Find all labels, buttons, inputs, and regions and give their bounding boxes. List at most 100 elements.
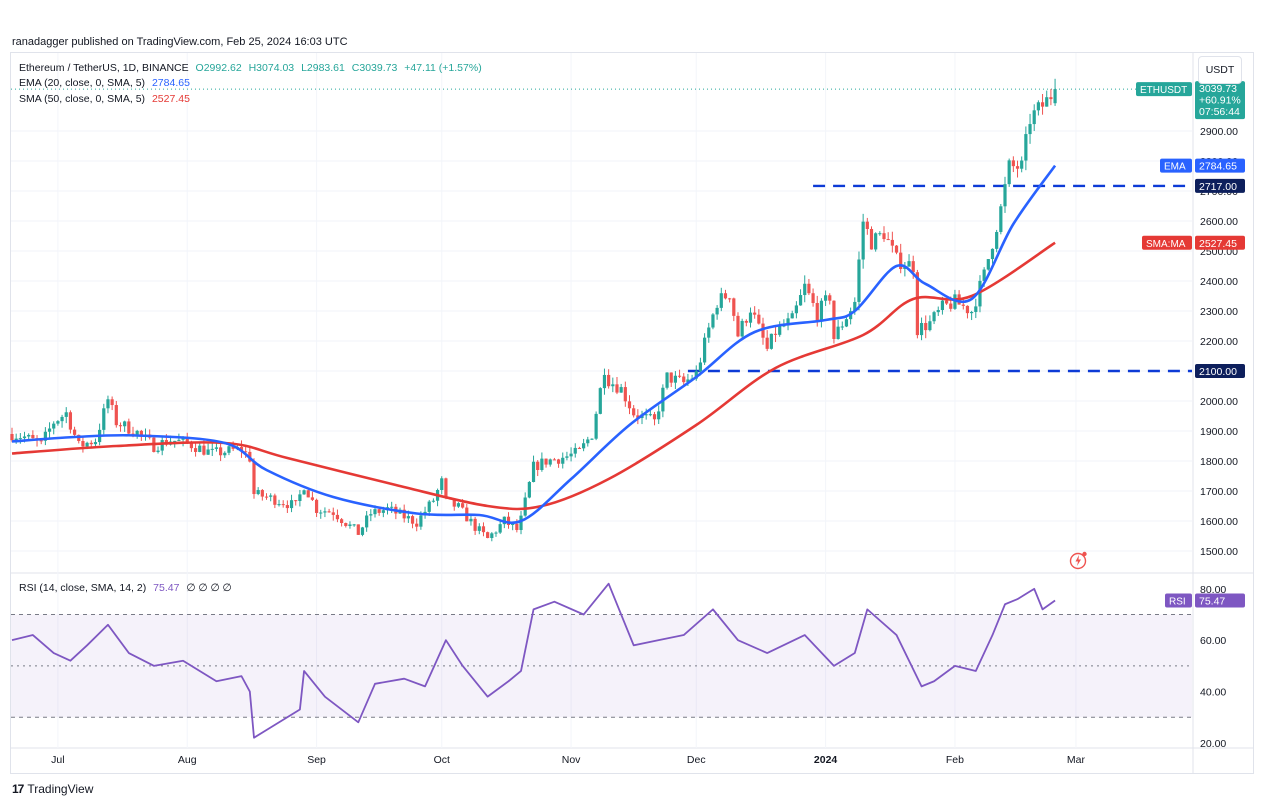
- legend-rsi[interactable]: RSI (14, close, SMA, 14, 2) 75.47 ∅ ∅ ∅ …: [19, 582, 236, 594]
- legend-ema-label: EMA (20, close, 0, SMA, 5): [19, 77, 146, 89]
- legend-change: +47.11 (+1.57%): [404, 62, 482, 74]
- ema-price-tag-box: [1195, 158, 1245, 173]
- candle-body: [828, 295, 832, 301]
- candle-body: [273, 495, 277, 505]
- legend-close: C3039.73: [351, 62, 398, 74]
- candle-body: [85, 442, 89, 447]
- time-tick-label: Nov: [562, 754, 581, 766]
- candle-body: [314, 499, 319, 513]
- candle-body: [239, 446, 244, 452]
- candle-body: [473, 518, 477, 531]
- support-price-tag-box: [1195, 364, 1245, 378]
- candle-body: [961, 304, 965, 306]
- candle-body: [52, 423, 56, 429]
- candle-body: [365, 515, 369, 528]
- candle-body: [552, 459, 556, 461]
- rsi-tick-label: 40.00: [1200, 687, 1226, 699]
- candle-body: [886, 239, 890, 241]
- candle-body: [874, 233, 878, 250]
- candle-body: [657, 411, 661, 420]
- candle-body: [915, 272, 919, 336]
- currency-button[interactable]: USDT: [1198, 56, 1242, 84]
- ema-tag-label: EMA: [1164, 162, 1186, 173]
- legend-ohlc: Ethereum / TetherUS, 1D, BINANCE O2992.6…: [19, 62, 486, 74]
- candle-body: [736, 315, 740, 337]
- price-tick-label: 1500.00: [1200, 546, 1238, 558]
- legend-sma-label: SMA (50, close, 0, SMA, 5): [19, 93, 146, 105]
- candle-body: [861, 221, 865, 260]
- candle-body: [277, 504, 281, 506]
- candle-body: [819, 300, 824, 322]
- candle-body: [949, 303, 953, 309]
- sma-price-tag[interactable]: 2527.45: [1195, 235, 1245, 250]
- candle-body: [340, 519, 344, 524]
- candle-body: [294, 500, 298, 502]
- candle-body: [995, 231, 999, 249]
- candle-body: [206, 449, 210, 455]
- candle-body: [540, 458, 544, 470]
- candle-body: [118, 425, 123, 427]
- candle-body: [569, 453, 573, 457]
- candle-body: [114, 405, 118, 426]
- candle-body: [702, 337, 707, 363]
- rsi-price-tag[interactable]: 75.47: [1195, 593, 1245, 608]
- price-tick-label: 1600.00: [1200, 516, 1238, 528]
- legend-sma[interactable]: SMA (50, close, 0, SMA, 5) 2527.45: [19, 93, 194, 105]
- price-tick-label: 2200.00: [1200, 336, 1238, 348]
- legend-sma-value: 2527.45: [151, 93, 190, 105]
- candle-body: [761, 323, 765, 338]
- candle-body: [1040, 102, 1045, 107]
- candle-body: [798, 295, 803, 306]
- candle-body: [577, 447, 582, 449]
- legend-ema[interactable]: EMA (20, close, 0, SMA, 5) 2784.65: [19, 77, 194, 89]
- candle-body: [965, 305, 970, 314]
- candle-body: [461, 503, 465, 508]
- candle-body: [227, 446, 231, 453]
- last-price-tag-text: 07:56:44: [1199, 106, 1240, 118]
- snapshot-lightning-icon[interactable]: [1069, 550, 1089, 570]
- time-tick-label: 2024: [814, 754, 838, 766]
- ema-price-tag[interactable]: 2784.65: [1195, 158, 1245, 173]
- candle-body: [415, 523, 419, 527]
- last-price-tag[interactable]: 3039.73+60.91%07:56:44: [1195, 81, 1245, 120]
- candle-body: [840, 326, 844, 328]
- candle-body: [369, 514, 373, 516]
- candle-body: [189, 442, 194, 449]
- candle-body: [456, 503, 461, 507]
- published-caption: ranadagger published on TradingView.com,…: [12, 36, 348, 48]
- candle-body: [72, 429, 77, 435]
- sma-price-tag-text: 2527.45: [1199, 238, 1237, 250]
- candle-body: [598, 388, 602, 414]
- candle-body: [719, 293, 723, 308]
- candle-body: [677, 375, 682, 377]
- legend-rsi-value: 75.47: [153, 582, 180, 594]
- candle-body: [490, 533, 494, 539]
- support-price-tag[interactable]: 2100.00: [1195, 364, 1245, 378]
- legend-ema-value: 2784.65: [151, 77, 190, 89]
- candle-body: [298, 494, 302, 502]
- candle-body: [823, 295, 828, 301]
- candle-body: [285, 505, 289, 509]
- resistance-price-tag[interactable]: 2717.00: [1195, 178, 1245, 193]
- candle-body: [936, 310, 940, 313]
- candle-body: [519, 515, 523, 530]
- candle-body: [244, 451, 248, 453]
- legend-open: O2992.62: [195, 62, 242, 74]
- candle-body: [327, 511, 331, 513]
- candle-body: [1049, 97, 1053, 100]
- candle-body: [477, 526, 481, 531]
- candle-body: [536, 461, 540, 470]
- time-tick-label: Sep: [307, 754, 326, 766]
- legend-rsi-extra: ∅ ∅ ∅ ∅: [186, 582, 232, 594]
- candle-body: [344, 523, 348, 526]
- candle-body: [306, 490, 310, 498]
- tradingview-brand[interactable]: 17 TradingView: [12, 782, 93, 796]
- candle-body: [256, 490, 260, 495]
- candle-body: [773, 333, 778, 335]
- legend-symbol[interactable]: Ethereum / TetherUS, 1D, BINANCE: [19, 62, 189, 74]
- candle-body: [894, 245, 899, 253]
- candle-body: [47, 428, 52, 432]
- candle-body: [890, 239, 894, 246]
- candle-body: [765, 337, 769, 349]
